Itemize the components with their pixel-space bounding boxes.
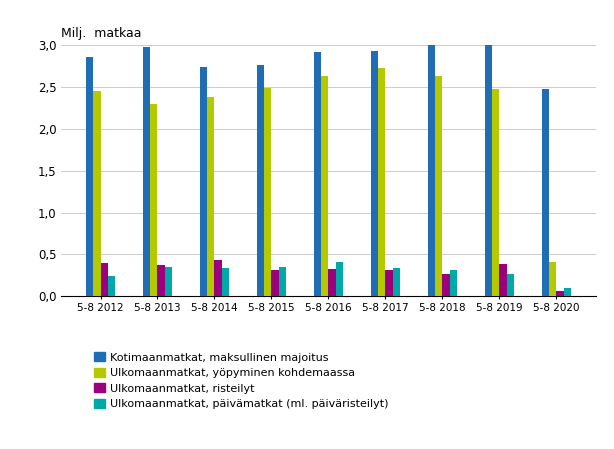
Bar <box>279 267 286 296</box>
Bar <box>443 274 450 296</box>
Bar <box>158 265 165 296</box>
Bar <box>484 44 492 296</box>
Bar <box>86 57 93 296</box>
Bar <box>507 274 515 296</box>
Bar <box>257 65 264 296</box>
Bar <box>393 268 400 296</box>
Bar <box>499 264 507 296</box>
Bar <box>214 260 222 296</box>
Bar <box>101 263 108 296</box>
Legend: Kotimaanmatkat, maksullinen majoitus, Ulkomaanmatkat, yöpyminen kohdemaassa, Ulk: Kotimaanmatkat, maksullinen majoitus, Ul… <box>94 352 389 409</box>
Bar <box>328 269 336 296</box>
Bar <box>435 76 443 296</box>
Bar <box>556 291 564 296</box>
Bar <box>542 89 549 296</box>
Bar <box>371 51 378 296</box>
Bar <box>492 89 499 296</box>
Bar <box>142 48 150 296</box>
Bar <box>150 104 158 296</box>
Bar <box>450 269 457 296</box>
Text: Milj.  matkaa: Milj. matkaa <box>61 27 142 40</box>
Bar <box>321 76 328 296</box>
Bar <box>108 276 115 296</box>
Bar <box>549 262 556 296</box>
Bar <box>93 91 101 296</box>
Bar <box>207 97 214 296</box>
Bar <box>314 53 321 296</box>
Bar <box>428 44 435 296</box>
Bar <box>165 267 173 296</box>
Bar <box>336 262 343 296</box>
Bar <box>200 67 207 296</box>
Bar <box>564 288 571 296</box>
Bar <box>386 269 393 296</box>
Bar <box>264 88 271 296</box>
Bar <box>222 268 229 296</box>
Bar <box>271 269 279 296</box>
Bar <box>378 67 386 296</box>
